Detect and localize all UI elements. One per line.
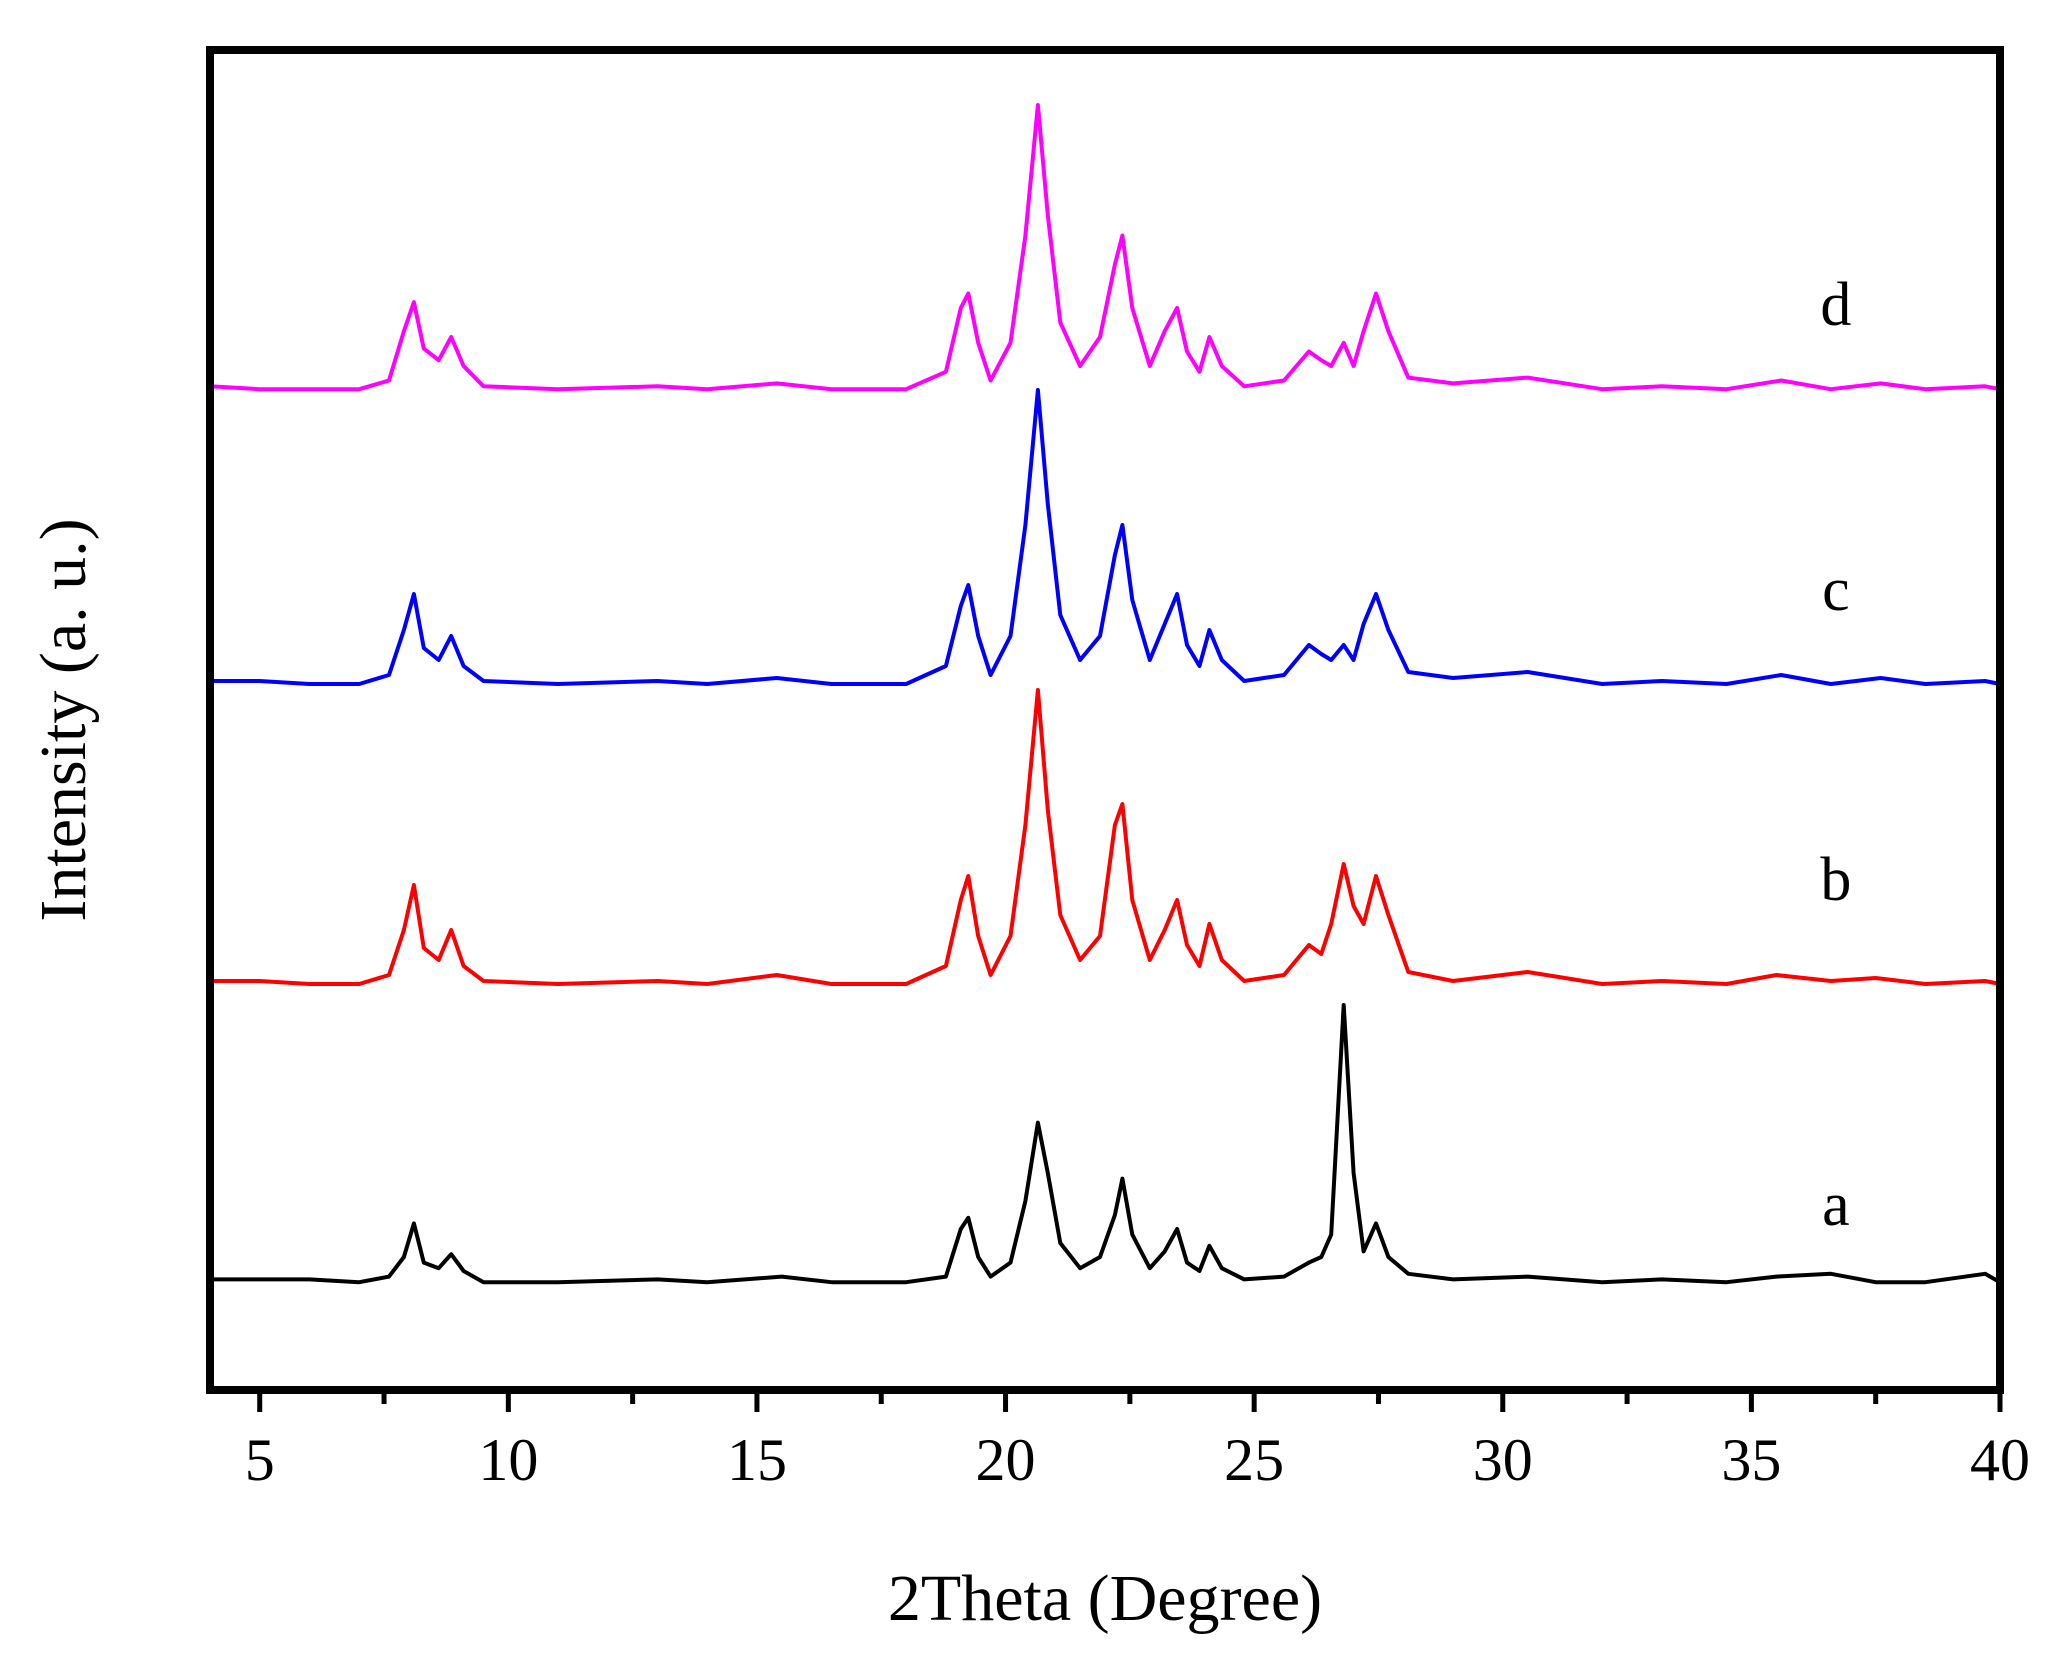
x-axis-title: 2Theta (Degree) [888,1562,1322,1635]
x-tick-label: 15 [727,1427,787,1493]
x-tick-label: 35 [1721,1427,1781,1493]
y-axis-title: Intensity (a. u.) [27,518,100,921]
x-tick-label: 5 [245,1427,275,1493]
plot-area: a b c d [209,103,2001,1285]
x-axis-tick-labels: 5 10 15 20 25 30 35 40 [245,1427,2030,1493]
x-tick-label: 40 [1970,1427,2030,1493]
series-label-a: a [1822,1171,1850,1239]
x-tick-label: 30 [1473,1427,1533,1493]
x-tick-label: 10 [478,1427,538,1493]
series-label-c: c [1822,556,1850,624]
series-label-b: b [1820,846,1851,914]
plot-frame [206,46,2004,1394]
series-line-c [210,388,2001,686]
x-axis-ticks [257,1390,2003,1412]
series-label-d: d [1820,271,1851,339]
x-tick-label: 20 [976,1427,1036,1493]
x-tick-label: 25 [1224,1427,1284,1493]
series-line-a [210,1003,2001,1285]
series-line-d [209,103,2001,392]
series-line-b [210,688,2001,986]
